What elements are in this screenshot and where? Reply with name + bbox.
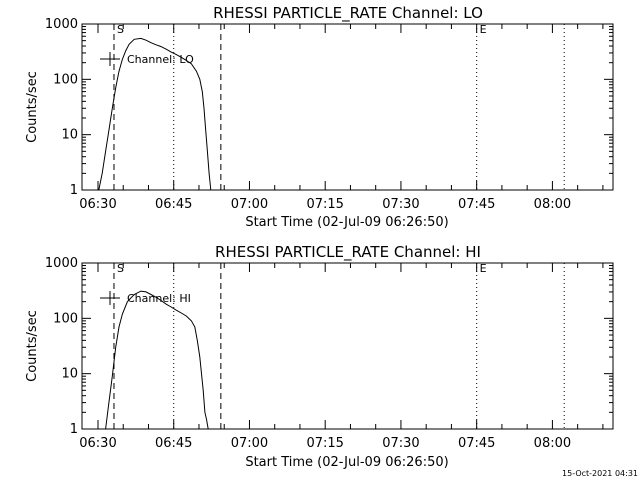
marker-label: E [480,262,487,275]
y-tick-label: 100 [53,311,78,326]
x-tick-label: 07:00 [231,197,268,212]
footer-timestamp: 15-Oct-2021 04:31 [562,469,638,478]
legend: Channel: HI [100,291,191,305]
marker-label: S [117,23,124,36]
y-axis: 1 10 100 1000 [45,256,613,437]
marker-label: E [480,23,487,36]
x-tick-label: 06:45 [155,436,192,451]
y-axis-label: Counts/sec [25,310,40,382]
x-tick-label: 07:00 [231,436,268,451]
y-tick-label: 1000 [45,17,78,32]
series-line [105,290,209,430]
lo-channel-chart: RHESSI PARTICLE_RATE Channel: LO 1101001… [25,4,614,230]
chart-title: RHESSI PARTICLE_RATE Channel: HI [215,243,481,262]
x-tick-label: 06:30 [79,436,116,451]
x-axis: 06:30 06:45 07:00 07:15 07:30 07:45 08:00 [79,263,604,451]
x-tick-label: 07:45 [458,197,495,212]
y-tick-label: 1 [70,183,78,198]
x-axis-label: Start Time (02-Jul-09 06:26:50) [245,455,448,470]
y-axis-label: Counts/sec [25,71,40,143]
y-tick-label: 10 [61,128,78,143]
x-tick-label: 07:15 [306,436,343,451]
legend-label: Channel: HI [127,292,191,305]
x-tick-label: 07:45 [458,436,495,451]
y-tick-label: 100 [53,72,78,87]
plot-frame [81,23,614,191]
x-tick-label: 07:15 [306,197,343,212]
marker-label: S [117,262,124,275]
y-tick-label: 10 [61,367,78,382]
x-tick-label: 08:00 [534,436,571,451]
legend-label: Channel: LO [127,53,194,66]
x-tick-label: 08:00 [534,197,571,212]
chart-title: RHESSI PARTICLE_RATE Channel: LO [213,4,483,23]
y-tick-label: 1000 [45,256,78,271]
legend: Channel: LO [100,52,194,66]
series-line [98,37,212,191]
x-tick-label: 07:30 [382,436,419,451]
x-tick-label: 06:45 [155,197,192,212]
y-tick-label: 1 [70,422,78,437]
hi-channel-chart: RHESSI PARTICLE_RATE Channel: HI 1101001… [25,243,614,470]
plot-frame [81,262,614,430]
x-axis-label: Start Time (02-Jul-09 06:26:50) [245,215,448,230]
x-tick-label: 07:30 [382,197,419,212]
y-axis: 1 10 100 1000 [45,17,613,198]
x-tick-label: 06:30 [79,197,116,212]
